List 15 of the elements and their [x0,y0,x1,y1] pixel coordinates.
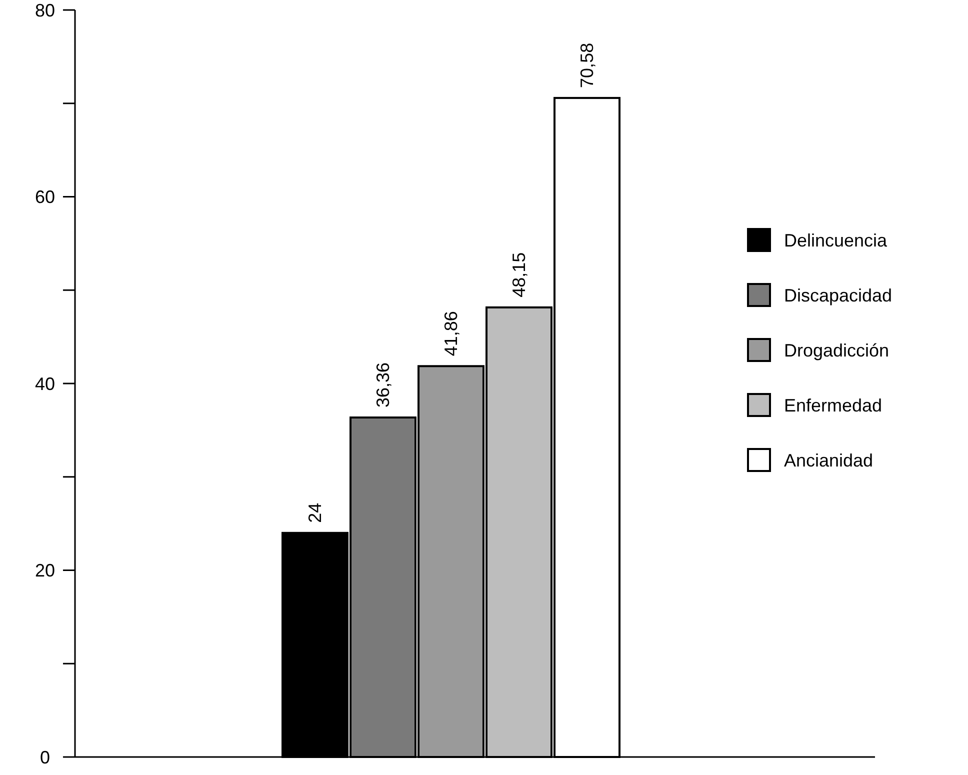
data-label: 70,58 [577,42,597,88]
legend-label: Drogadicción [784,340,890,360]
data-label: 24 [305,502,325,523]
y-tick-label: 20 [34,560,56,581]
legend-label: Ancianidad [784,450,874,470]
y-tick-label: 40 [34,374,56,394]
data-label: 48,15 [509,252,529,298]
legend-label: Discapacidad [784,285,892,306]
y-tick-label: 80 [34,0,56,20]
legend-label: Enfermedad [784,395,882,416]
legend-label: Delincuencia [784,230,888,250]
y-tick-label: 60 [34,187,56,208]
data-label: 41,86 [441,311,461,356]
y-tick-label: 0 [40,747,50,768]
data-label: 36,36 [373,362,393,408]
